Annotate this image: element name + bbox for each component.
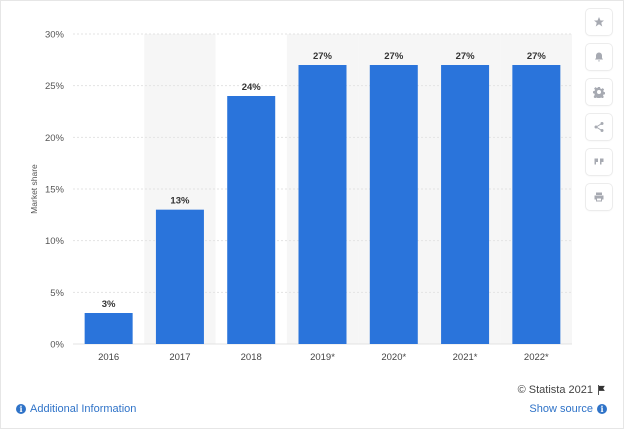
bar	[298, 65, 347, 344]
bar	[155, 209, 204, 344]
y-axis-label: Market share	[29, 164, 39, 214]
bar	[369, 65, 418, 344]
y-tick-label: 15%	[45, 185, 65, 196]
data-label: 27%	[313, 51, 333, 62]
bell-icon	[595, 52, 603, 62]
info-icon: i	[597, 404, 607, 414]
additional-information-link[interactable]: i Additional Information	[16, 403, 136, 415]
copyright-text: © Statista 2021	[517, 384, 593, 396]
print-button[interactable]	[586, 184, 612, 210]
data-label: 24%	[242, 82, 262, 93]
bar	[84, 313, 133, 344]
x-tick-label: 2020*	[381, 352, 406, 363]
data-label: 3%	[102, 299, 116, 310]
show-source-label: Show source	[529, 403, 593, 415]
x-tick-label: 2021*	[453, 352, 478, 363]
show-source-link[interactable]: Show source i	[529, 403, 607, 415]
flag-icon[interactable]	[597, 385, 606, 395]
y-tick-label: 0%	[50, 340, 64, 351]
share-button[interactable]	[586, 114, 612, 140]
quote-icon	[594, 158, 604, 165]
data-label: 27%	[456, 51, 476, 62]
additional-information-label: Additional Information	[30, 403, 137, 415]
print-icon	[594, 192, 604, 202]
data-label: 27%	[384, 51, 404, 62]
y-tick-label: 20%	[45, 133, 65, 144]
data-label: 27%	[527, 51, 547, 62]
y-tick-label: 25%	[45, 81, 65, 92]
y-tick-label: 10%	[45, 236, 65, 247]
x-tick-label: 2017	[169, 352, 190, 363]
bar	[441, 65, 490, 344]
notification-button[interactable]	[586, 44, 612, 70]
bar	[227, 96, 276, 344]
settings-button[interactable]	[586, 79, 612, 105]
chart-toolbar	[586, 9, 614, 219]
copyright-notice: © Statista 2021	[518, 384, 606, 396]
favorite-button[interactable]	[586, 9, 612, 35]
bar	[512, 65, 561, 344]
gear-icon	[593, 87, 605, 98]
star-icon	[594, 17, 604, 27]
y-tick-label: 5%	[50, 288, 64, 299]
share-icon	[594, 122, 604, 132]
data-label: 13%	[170, 196, 190, 207]
cite-button[interactable]	[586, 149, 612, 175]
x-tick-label: 2018	[241, 352, 262, 363]
y-tick-label: 30%	[45, 30, 65, 41]
x-tick-label: 2022*	[524, 352, 549, 363]
x-tick-label: 2019*	[310, 352, 335, 363]
x-tick-label: 2016	[98, 352, 119, 363]
info-icon: i	[16, 404, 26, 414]
